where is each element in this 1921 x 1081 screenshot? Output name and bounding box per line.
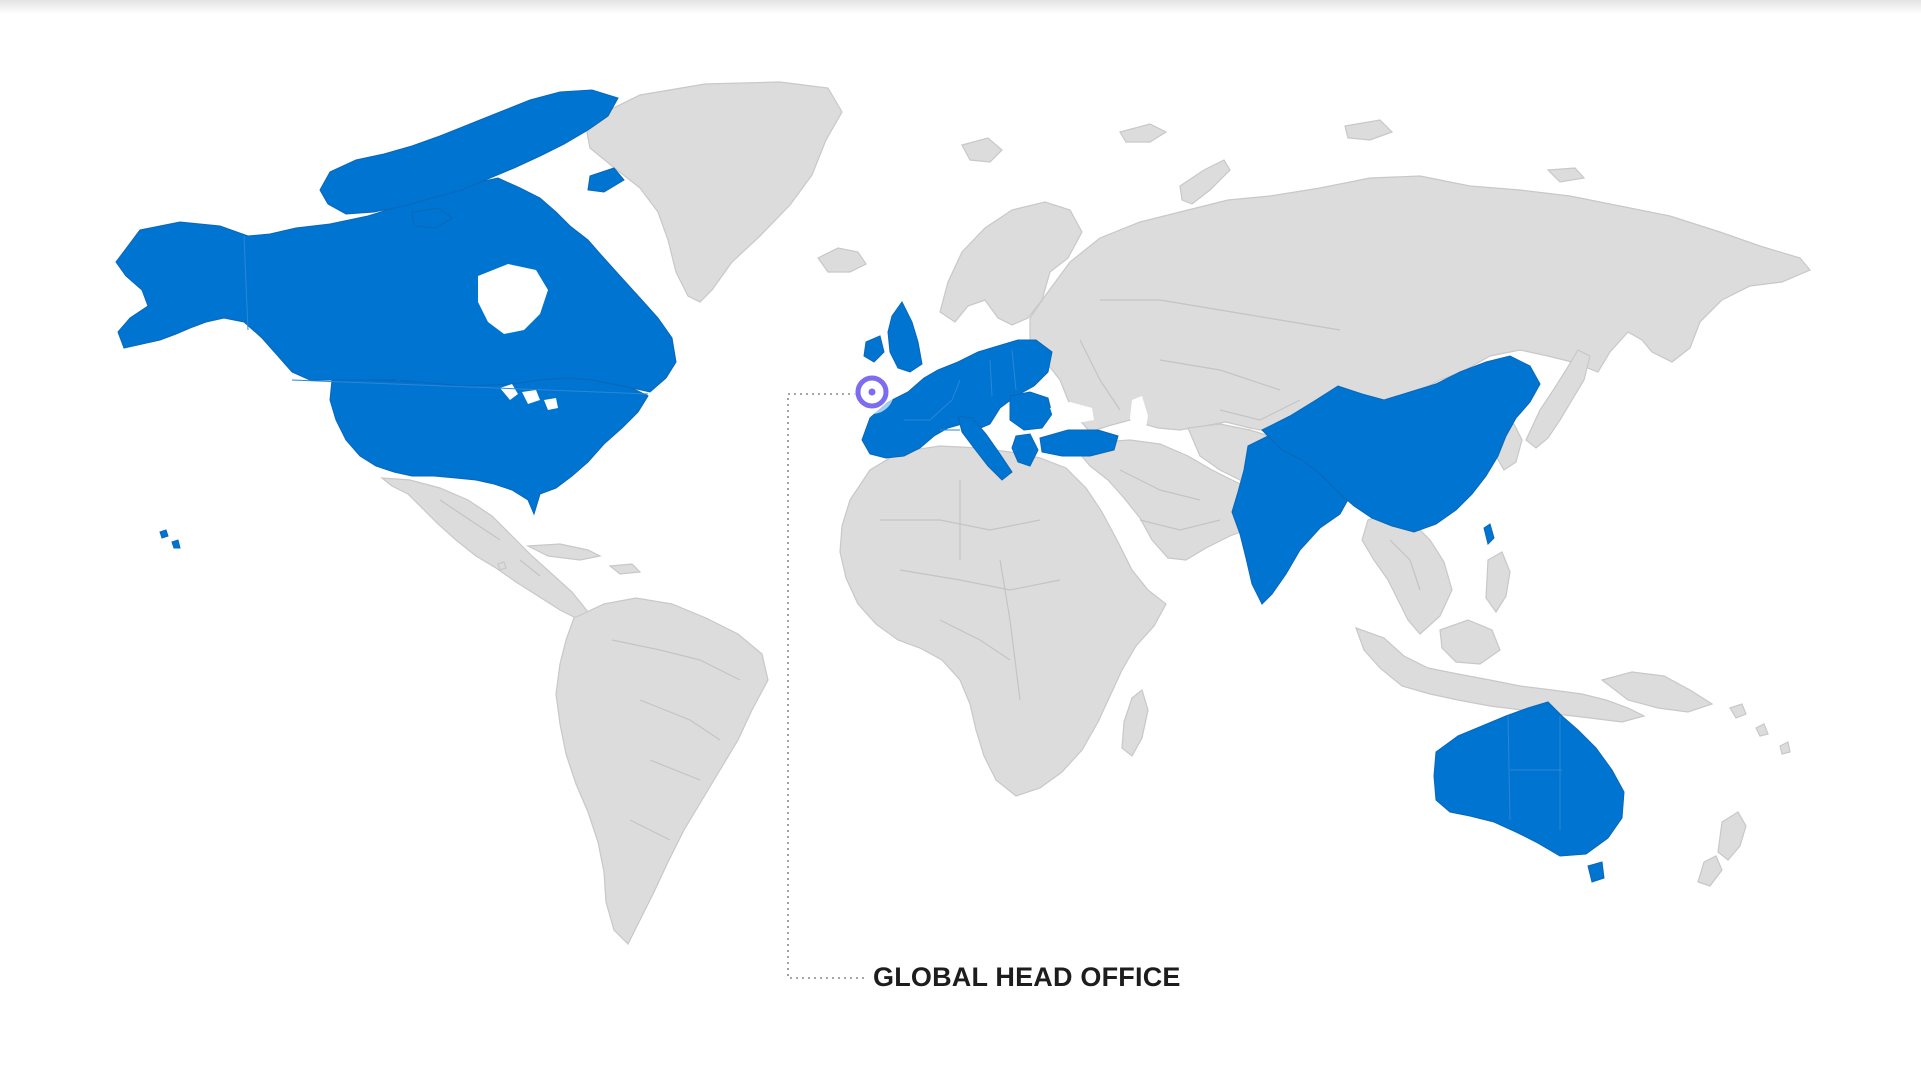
border-middle-east — [1119, 469, 1221, 531]
border-europe-internal — [904, 349, 1017, 431]
hq-label: GLOBAL HEAD OFFICE — [873, 962, 1181, 992]
hudson-bay — [478, 264, 548, 334]
region-papua — [1600, 671, 1714, 713]
region-scandinavia — [939, 201, 1083, 326]
region-australia — [1433, 701, 1625, 857]
region-caribbean — [525, 543, 642, 575]
caspian-sea — [1130, 396, 1148, 438]
region-africa — [839, 445, 1167, 797]
border-south-america — [611, 639, 741, 841]
region-borneo — [1439, 619, 1501, 665]
hq-callout — [787, 370, 894, 979]
region-new-zealand — [1697, 811, 1747, 887]
region-italy — [957, 415, 1013, 481]
region-united-states — [329, 377, 649, 516]
region-south-america — [555, 597, 769, 946]
border-southeast-asia — [1389, 539, 1421, 591]
grey-landmasses — [380, 81, 1811, 946]
region-greenland — [584, 81, 843, 303]
region-china — [1261, 355, 1541, 533]
region-pacific-islands — [1729, 703, 1791, 755]
region-hawaii — [159, 529, 181, 549]
region-uk — [887, 301, 923, 373]
great-lakes — [500, 384, 558, 410]
region-romania-bulgaria — [1009, 391, 1053, 431]
region-iceland — [817, 247, 867, 273]
region-taiwan — [1483, 523, 1495, 545]
region-svalbard — [961, 137, 1003, 163]
region-mexico-central-america — [380, 477, 589, 621]
region-canada-arctic-islands — [319, 89, 625, 229]
top-shadow — [0, 0, 1921, 14]
region-greece — [1011, 433, 1039, 467]
region-pacific-dots — [497, 561, 507, 571]
region-indonesia — [1355, 627, 1646, 723]
region-philippines — [1485, 551, 1511, 614]
region-russia-asia — [1029, 175, 1811, 433]
hq-leader-line — [787, 393, 864, 979]
black-sea — [1050, 402, 1094, 424]
lakes — [478, 264, 1148, 438]
border-central-america — [439, 499, 541, 577]
location-ring-icon[interactable] — [850, 370, 894, 414]
border-australia-internal — [1507, 715, 1562, 830]
border-alaska-canada — [243, 235, 249, 331]
region-ireland — [863, 335, 885, 363]
border-us-canada — [291, 379, 649, 395]
region-arctic-islands — [1119, 119, 1586, 183]
highlighted-regions — [115, 89, 1625, 883]
border-africa-1 — [880, 480, 1061, 701]
region-canada-alaska — [115, 177, 677, 393]
region-madagascar — [1121, 688, 1149, 757]
region-japan — [1525, 349, 1591, 449]
border-asia — [1079, 299, 1341, 421]
region-western-europe — [861, 339, 1053, 459]
country-borders — [243, 235, 1562, 841]
region-turkey — [1039, 429, 1119, 457]
region-tasmania — [1587, 861, 1605, 883]
region-novaya-zemlya — [1179, 159, 1231, 205]
